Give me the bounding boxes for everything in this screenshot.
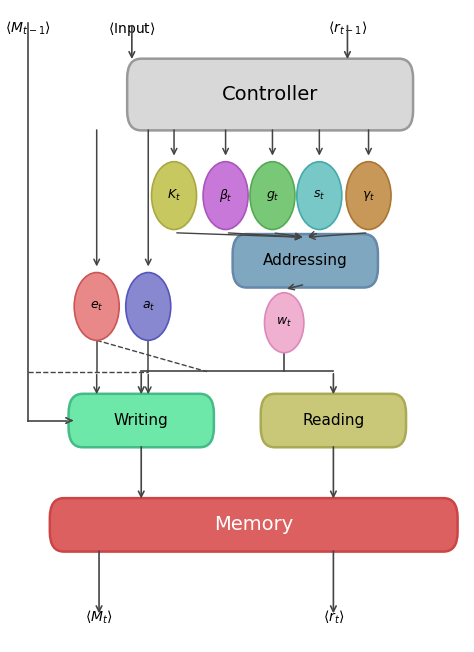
Text: $\langle M_t\rangle$: $\langle M_t\rangle$: [85, 608, 113, 626]
Ellipse shape: [152, 162, 197, 230]
Text: $\langle r_{t-1}\rangle$: $\langle r_{t-1}\rangle$: [328, 20, 367, 37]
Text: Controller: Controller: [222, 85, 319, 104]
FancyBboxPatch shape: [69, 394, 214, 447]
Ellipse shape: [126, 273, 171, 340]
Text: $s_t$: $s_t$: [313, 189, 326, 202]
Text: $\langle r_t\rangle$: $\langle r_t\rangle$: [323, 608, 344, 626]
Text: $\langle$Input$\rangle$: $\langle$Input$\rangle$: [108, 20, 155, 38]
FancyBboxPatch shape: [50, 498, 457, 552]
FancyBboxPatch shape: [127, 59, 413, 130]
Ellipse shape: [250, 162, 295, 230]
FancyBboxPatch shape: [233, 234, 378, 288]
Ellipse shape: [74, 273, 119, 340]
Text: $K_t$: $K_t$: [167, 188, 181, 203]
FancyBboxPatch shape: [261, 394, 406, 447]
Text: $\beta_t$: $\beta_t$: [219, 187, 232, 204]
Ellipse shape: [264, 293, 304, 353]
Text: Writing: Writing: [114, 413, 169, 428]
Text: $a_t$: $a_t$: [142, 300, 155, 313]
Ellipse shape: [203, 162, 248, 230]
Ellipse shape: [346, 162, 391, 230]
Text: $g_t$: $g_t$: [265, 188, 279, 203]
Text: $\langle M_{t-1}\rangle$: $\langle M_{t-1}\rangle$: [5, 20, 51, 37]
Ellipse shape: [297, 162, 342, 230]
Text: Addressing: Addressing: [263, 253, 347, 269]
Text: $e_t$: $e_t$: [90, 300, 103, 313]
Text: $\gamma_t$: $\gamma_t$: [362, 188, 375, 203]
Text: Memory: Memory: [214, 515, 293, 535]
Text: $w_t$: $w_t$: [276, 316, 292, 329]
Text: Reading: Reading: [302, 413, 365, 428]
